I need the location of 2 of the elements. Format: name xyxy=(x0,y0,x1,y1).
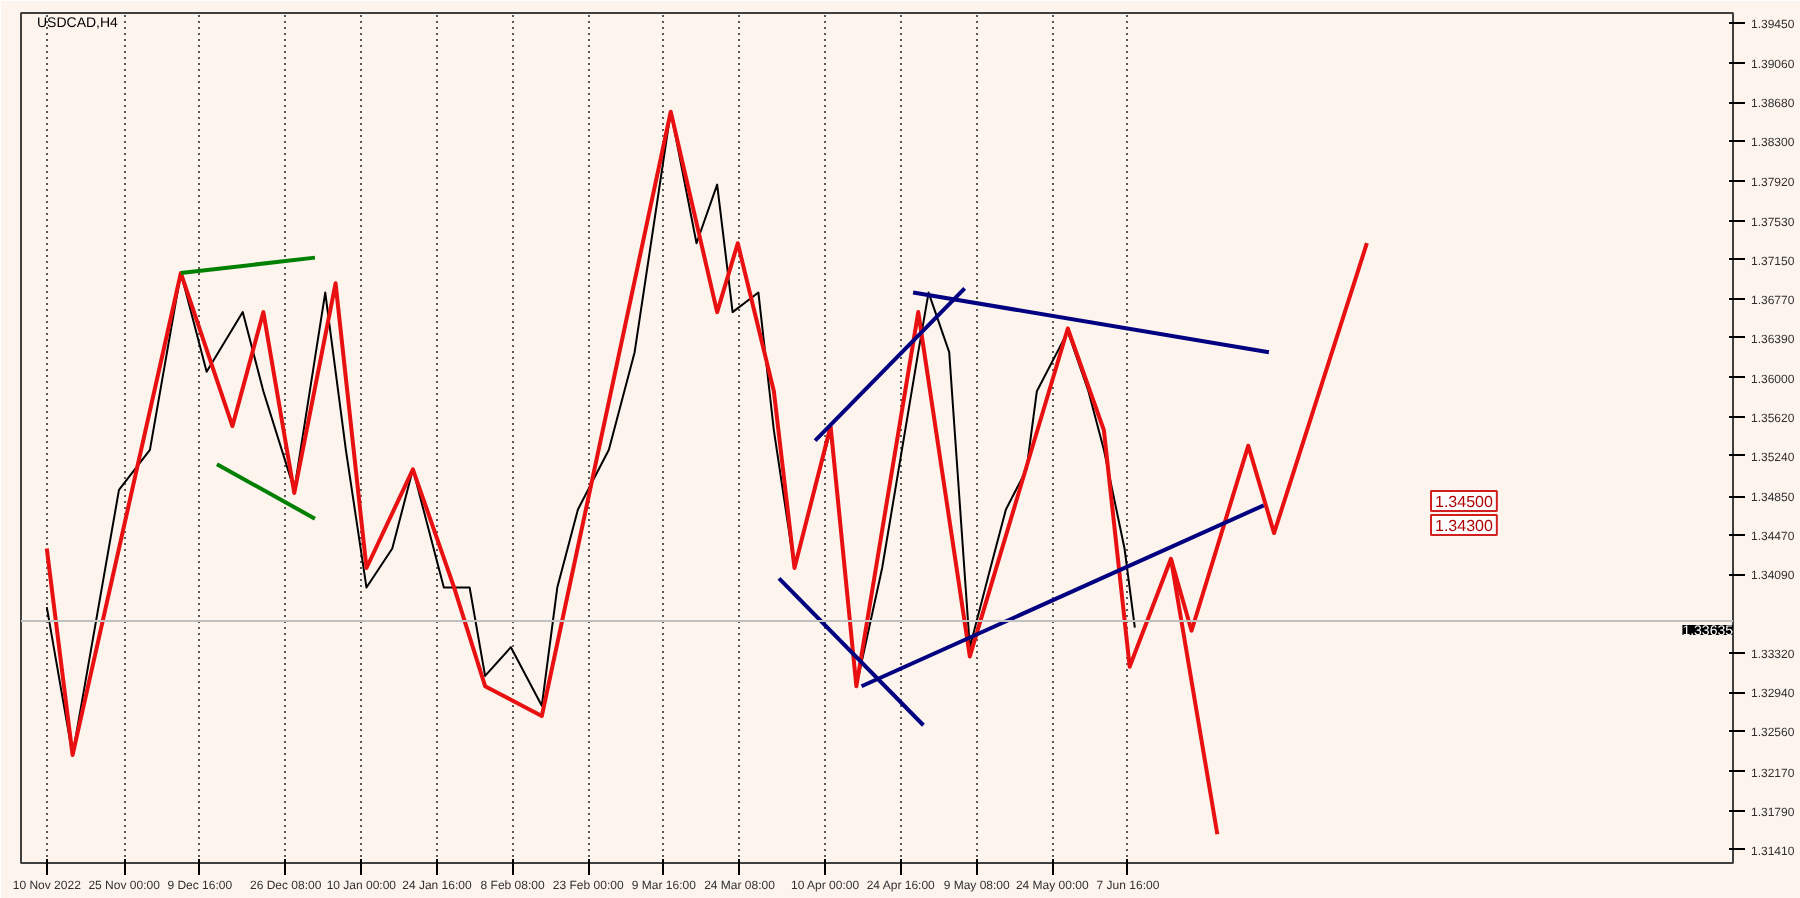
annotation: 1.34500 xyxy=(1435,493,1494,511)
annotation: 1.34300 xyxy=(1435,517,1494,535)
